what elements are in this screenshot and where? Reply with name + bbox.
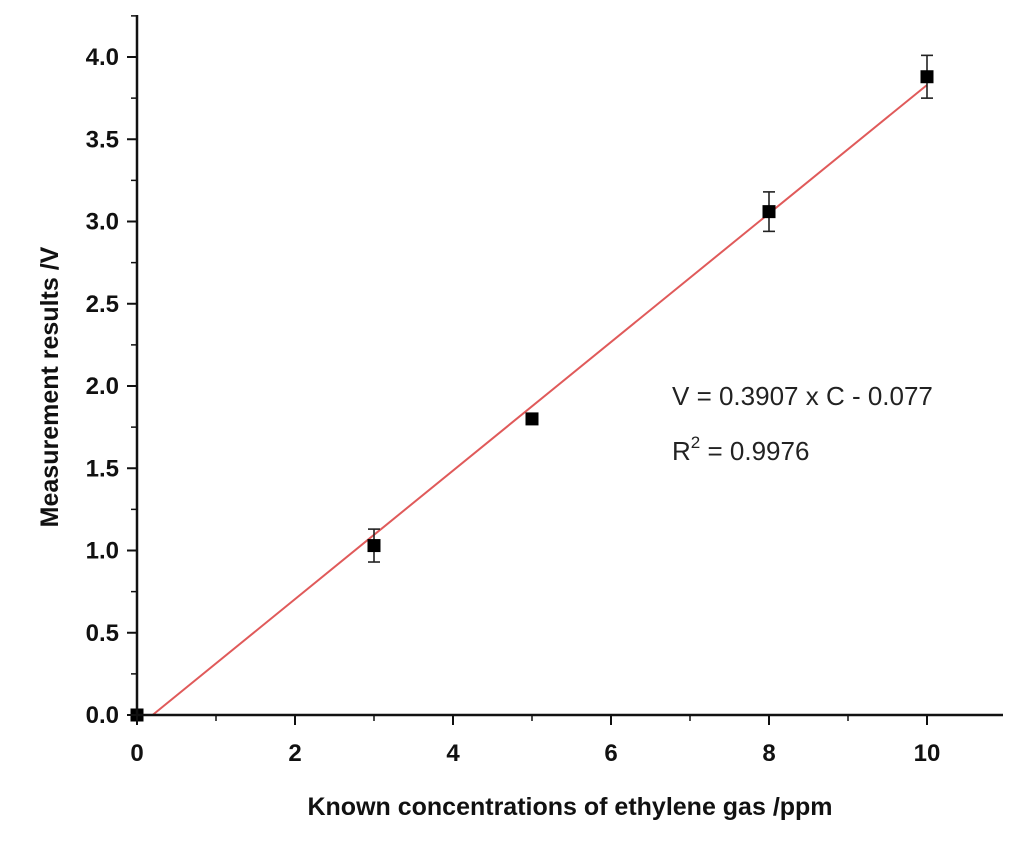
y-tick-label: 1.0 <box>86 538 119 565</box>
x-tick-label: 4 <box>446 740 460 767</box>
y-tick-label: 0.5 <box>86 620 119 647</box>
linear-fit-line <box>151 84 928 716</box>
y-tick-label: 3.5 <box>86 126 119 153</box>
minor-ticks <box>131 15 849 721</box>
x-tick-label: 2 <box>288 740 301 767</box>
x-tick-label: 8 <box>762 740 775 767</box>
data-point-marker <box>525 412 539 426</box>
y-tick-label: 1.5 <box>86 455 119 482</box>
y-tick-label: 2.5 <box>86 291 119 318</box>
r-squared-prefix: R <box>672 436 691 466</box>
y-axis-title: Measurement results /V <box>36 246 64 527</box>
y-ticks: 0.0 0.5 1.0 1.5 2.0 2.5 3.0 3.5 4.0 <box>86 44 137 729</box>
x-axis-title: Known concentrations of ethylene gas /pp… <box>307 793 832 821</box>
data-point-marker <box>367 539 381 553</box>
y-tick-label: 3.0 <box>86 209 119 236</box>
x-tick-label: 0 <box>130 740 143 767</box>
x-tick-label: 6 <box>604 740 617 767</box>
y-tick-label: 2.0 <box>86 373 119 400</box>
fit-line-group <box>151 84 928 716</box>
data-point-marker <box>762 205 776 219</box>
r-squared-superscript: 2 <box>691 433 700 452</box>
axes <box>135 15 1003 717</box>
fit-equation-label: V = 0.3907 x C - 0.077 <box>672 381 933 411</box>
data-point-marker <box>920 70 934 84</box>
x-tick-label: 10 <box>914 740 941 767</box>
r-squared-label: R2 = 0.9976 <box>672 433 809 466</box>
r-squared-value: = 0.9976 <box>700 436 809 466</box>
y-tick-label: 0.0 <box>86 702 119 729</box>
y-tick-label: 4.0 <box>86 44 119 71</box>
x-ticks: 0 2 4 6 8 10 <box>130 715 940 767</box>
